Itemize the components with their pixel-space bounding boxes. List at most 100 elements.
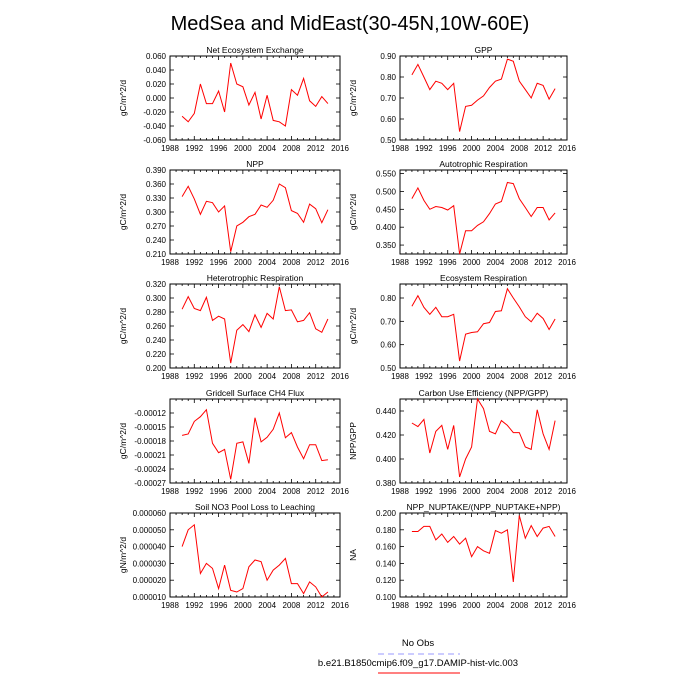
y-axis-label: gC/m^2/d (118, 308, 128, 344)
x-tick-label: 1996 (210, 487, 228, 496)
x-tick-label: 2000 (463, 601, 481, 610)
y-tick-label: 0.320 (146, 280, 167, 289)
y-tick-label: 0.70 (380, 317, 396, 326)
x-tick-label: 2000 (234, 258, 252, 267)
y-tick-label: 0.000040 (133, 543, 167, 552)
y-tick-label: 0.210 (146, 250, 167, 259)
chart-panel-2: NPP gC/m^2/d 1988 1992 1996 2000 2004 2008 2012 2… (118, 159, 349, 267)
x-tick-label: 2004 (487, 601, 505, 610)
plot-frame (399, 398, 568, 484)
plot-frame (399, 283, 568, 369)
y-tick-label: 0.000020 (133, 576, 167, 585)
y-tick-label: 0.060 (146, 52, 167, 61)
panel-title: Autotrophic Respiration (439, 159, 528, 169)
y-tick-label: 0.50 (380, 136, 396, 145)
y-tick-label: 0.000060 (133, 509, 167, 518)
panel-title: Ecosystem Respiration (440, 273, 527, 283)
x-tick-label: 1988 (391, 601, 409, 610)
y-tick-label: 0.420 (376, 431, 397, 440)
x-tick-label: 1988 (391, 372, 409, 381)
series-line (181, 408, 328, 480)
series-line (181, 523, 329, 598)
series-line (181, 286, 329, 364)
x-tick-label: 1988 (161, 372, 179, 381)
x-tick-label: 1988 (391, 258, 409, 267)
x-tick-label: 2012 (534, 258, 552, 267)
x-tick-label: 2004 (258, 601, 276, 610)
chart-panel-6: Gridcell Surface CH4 Flux gC/m^2/d 1988 199… (118, 388, 349, 496)
y-tick-label: -0.00012 (134, 409, 166, 418)
x-tick-label: 2012 (307, 372, 325, 381)
x-tick-label: 2016 (558, 487, 576, 496)
x-tick-label: 1996 (439, 144, 457, 153)
x-tick-label: 2012 (307, 258, 325, 267)
x-tick-label: 2008 (283, 258, 301, 267)
x-tick-label: 2008 (283, 372, 301, 381)
y-tick-label: 0.360 (146, 180, 167, 189)
x-tick-label: 1988 (161, 601, 179, 610)
x-tick-label: 2000 (463, 372, 481, 381)
y-tick-label: 0.200 (146, 364, 167, 373)
y-tick-label: 0.240 (146, 336, 167, 345)
y-tick-label: -0.00015 (134, 423, 166, 432)
y-tick-label: 0.70 (380, 94, 396, 103)
x-tick-label: 1992 (185, 258, 203, 267)
x-tick-label: 1992 (185, 372, 203, 381)
y-tick-label: 0.550 (376, 170, 397, 179)
y-axis-label: gN/m^2/d (118, 537, 128, 573)
x-tick-label: 1996 (439, 601, 457, 610)
x-tick-label: 2000 (463, 487, 481, 496)
x-tick-label: 2008 (510, 601, 528, 610)
x-tick-label: 2012 (307, 144, 325, 153)
x-tick-label: 1988 (391, 487, 409, 496)
y-tick-label: 0.000010 (133, 593, 167, 602)
x-tick-label: 2004 (258, 258, 276, 267)
x-tick-label: 2004 (487, 487, 505, 496)
y-tick-label: 0.270 (146, 222, 167, 231)
y-tick-label: 0.300 (146, 208, 167, 217)
y-tick-label: 0.90 (380, 52, 396, 61)
y-tick-label: 0.040 (146, 66, 167, 75)
y-axis-label: gC/m^2/d (348, 308, 358, 344)
y-axis-label: NA (348, 549, 358, 561)
legend-label-run: b.e21.B1850cmip6.f09_g17.DAMIP-hist-vlc.… (318, 658, 518, 669)
chart-panel-7: Carbon Use Efficiency (NPP/GPP) NPP/GPP 19… (348, 388, 576, 496)
x-tick-label: 1988 (391, 144, 409, 153)
y-tick-label: 0.450 (376, 205, 397, 214)
x-tick-label: 2016 (331, 601, 349, 610)
y-tick-label: -0.00024 (134, 465, 166, 474)
x-tick-label: 2008 (283, 487, 301, 496)
plot-frame (169, 169, 341, 255)
panel-title: Gridcell Surface CH4 Flux (206, 388, 305, 398)
y-tick-label: 0.000050 (133, 526, 167, 535)
x-tick-label: 2004 (487, 258, 505, 267)
y-tick-label: 0.380 (376, 479, 397, 488)
x-tick-label: 1992 (415, 601, 433, 610)
legend-label-no-obs: No Obs (402, 638, 434, 649)
x-tick-label: 1996 (439, 258, 457, 267)
plot-frame (169, 55, 341, 141)
x-tick-label: 2004 (258, 144, 276, 153)
x-tick-label: 1996 (439, 487, 457, 496)
series-line (411, 58, 556, 132)
y-axis-label: gC/m^2/d (118, 194, 128, 230)
chart-panel-9: NPP_NUPTAKE/(NPP_NUPTAKE+NPP) NA 1988 1992 1… (348, 502, 576, 610)
y-tick-label: -0.040 (143, 122, 166, 131)
y-tick-label: 0.140 (376, 559, 397, 568)
x-tick-label: 1992 (185, 487, 203, 496)
x-tick-label: 2012 (307, 601, 325, 610)
x-tick-label: 2012 (534, 372, 552, 381)
series-line (411, 287, 556, 362)
y-axis-label: NPP/GPP (348, 422, 358, 460)
x-tick-label: 2004 (258, 372, 276, 381)
x-tick-label: 2000 (463, 144, 481, 153)
plot-frame (169, 512, 341, 598)
y-tick-label: 0.60 (380, 115, 396, 124)
figure-title: MedSea and MidEast(30-45N,10W-60E) (171, 13, 530, 35)
x-tick-label: 2008 (510, 487, 528, 496)
y-tick-label: 0.100 (376, 593, 397, 602)
x-tick-label: 1992 (185, 601, 203, 610)
y-tick-label: 0.440 (376, 407, 397, 416)
y-axis-label: gC/m^2/d (118, 80, 128, 116)
y-tick-label: 0.350 (376, 241, 397, 250)
